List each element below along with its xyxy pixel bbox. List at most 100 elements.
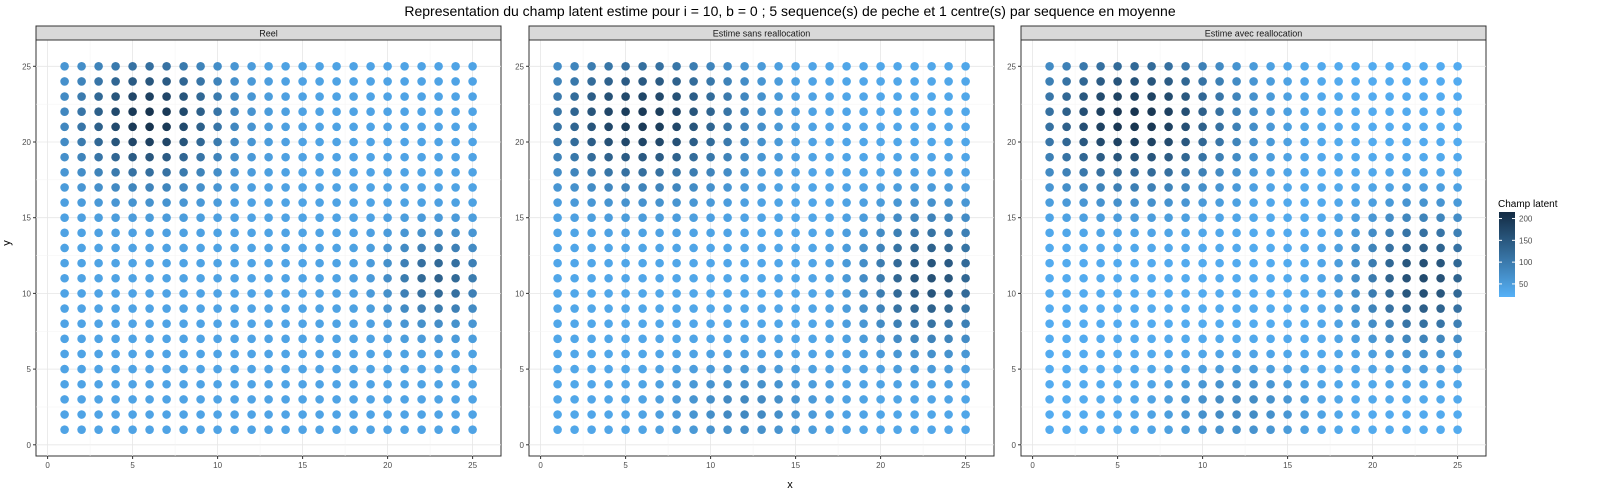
data-point	[468, 137, 477, 147]
data-point	[1402, 379, 1411, 389]
data-point	[570, 395, 579, 404]
data-point	[213, 319, 222, 328]
data-point	[1385, 410, 1394, 419]
data-point	[1079, 92, 1088, 101]
data-point	[1385, 198, 1394, 207]
data-point	[825, 349, 834, 359]
data-point	[587, 122, 596, 132]
data-point	[638, 425, 647, 434]
data-point	[570, 122, 579, 132]
data-point	[1198, 137, 1207, 147]
data-point	[655, 395, 664, 404]
data-point	[944, 364, 953, 374]
data-point	[876, 349, 885, 359]
data-point	[1164, 167, 1173, 177]
data-point	[145, 228, 154, 238]
data-point	[1368, 167, 1377, 177]
data-point	[825, 167, 834, 177]
data-point	[553, 304, 562, 313]
data-point	[1351, 167, 1360, 177]
data-point	[196, 304, 205, 313]
data-point	[723, 258, 732, 268]
data-point	[451, 319, 460, 328]
data-point	[162, 198, 171, 207]
data-point	[1130, 152, 1139, 162]
data-point	[94, 228, 103, 238]
data-point	[434, 410, 443, 419]
data-point	[383, 137, 392, 147]
data-point	[1232, 410, 1241, 419]
data-point	[1334, 213, 1343, 222]
data-point	[1079, 410, 1088, 419]
data-point	[94, 92, 103, 101]
data-point	[366, 410, 375, 419]
data-point	[1334, 122, 1343, 132]
data-point	[1300, 349, 1309, 359]
data-point	[315, 379, 324, 389]
data-point	[162, 92, 171, 101]
data-point	[128, 243, 137, 253]
data-point	[1232, 92, 1241, 101]
data-point	[298, 379, 307, 389]
data-point	[281, 213, 290, 222]
data-point	[1062, 198, 1071, 207]
data-point	[145, 167, 154, 177]
data-point	[1079, 183, 1088, 192]
data-point	[1130, 334, 1139, 344]
data-point	[1249, 395, 1258, 404]
data-point	[1215, 213, 1224, 222]
data-point	[383, 349, 392, 359]
data-point	[587, 304, 596, 313]
data-point	[1062, 107, 1071, 117]
data-point	[876, 289, 885, 298]
data-point	[332, 289, 341, 298]
facet-strip-label: Estime avec reallocation	[1205, 29, 1303, 39]
data-point	[1453, 410, 1462, 419]
data-point	[1317, 167, 1326, 177]
data-point	[1079, 152, 1088, 162]
data-point	[264, 213, 273, 222]
data-point	[77, 349, 86, 359]
data-point	[196, 122, 205, 132]
data-point	[213, 107, 222, 117]
data-point	[451, 228, 460, 238]
data-point	[774, 364, 783, 374]
data-point	[1181, 137, 1190, 147]
data-point	[740, 92, 749, 101]
data-point	[910, 77, 919, 86]
data-point	[451, 243, 460, 253]
data-point	[400, 228, 409, 238]
data-point	[553, 122, 562, 132]
data-point	[1130, 304, 1139, 313]
data-point	[757, 289, 766, 298]
data-point	[434, 273, 443, 283]
data-point	[825, 304, 834, 313]
data-point	[111, 77, 120, 86]
data-point	[893, 137, 902, 147]
data-point	[1147, 273, 1156, 283]
data-point	[859, 349, 868, 359]
data-point	[1113, 183, 1122, 192]
data-point	[298, 319, 307, 328]
data-point	[1317, 228, 1326, 238]
data-point	[111, 243, 120, 253]
data-point	[876, 92, 885, 101]
data-point	[264, 62, 273, 71]
data-point	[1351, 364, 1360, 374]
data-point	[876, 183, 885, 192]
data-point	[876, 334, 885, 344]
data-point	[213, 137, 222, 147]
data-point	[672, 137, 681, 147]
data-point	[434, 304, 443, 313]
data-point	[655, 152, 664, 162]
data-point	[1300, 258, 1309, 268]
data-point	[553, 395, 562, 404]
data-point	[570, 62, 579, 71]
data-point	[1436, 410, 1445, 419]
data-point	[162, 213, 171, 222]
data-point	[944, 289, 953, 298]
data-point	[400, 62, 409, 71]
data-point	[1130, 273, 1139, 283]
data-point	[230, 379, 239, 389]
data-point	[791, 152, 800, 162]
